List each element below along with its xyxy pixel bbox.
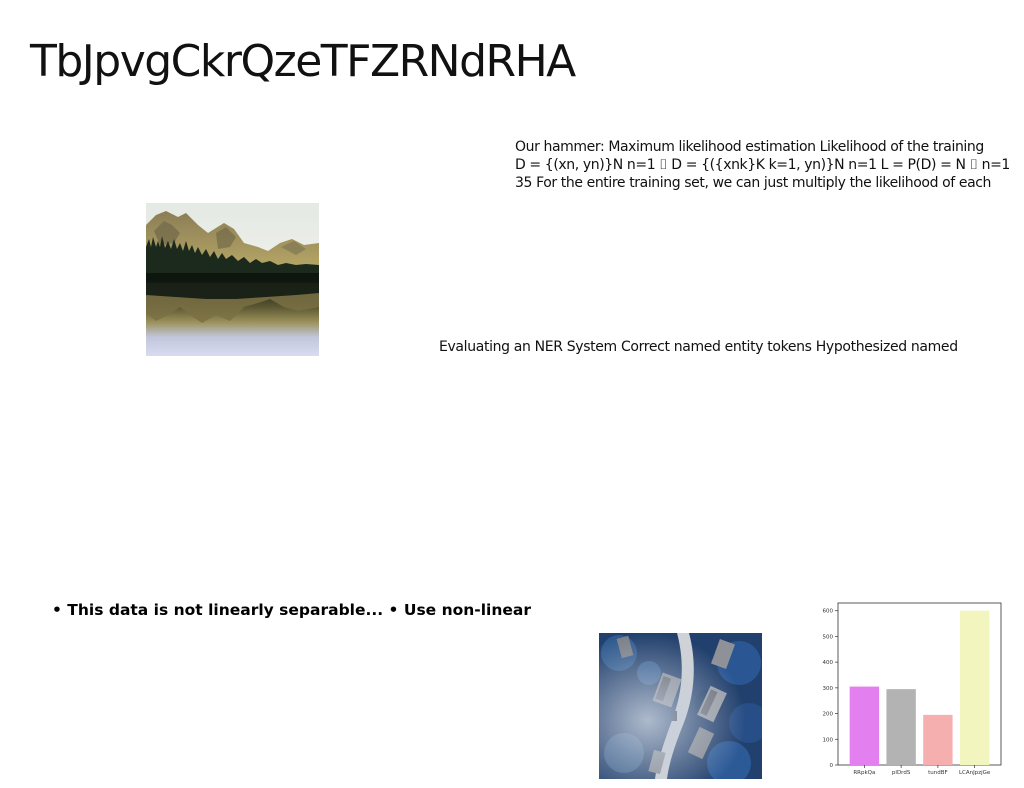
bar-chart-svg: 0 100 200 300 400 500 600 RRpkQa plDrdS tundBF LC… [823, 602, 1002, 776]
y-tick-label: 200 [823, 712, 834, 718]
text-line: 35 For the entire training set, we can j… [515, 175, 992, 191]
bar-chart: 0 100 200 300 400 500 600 RRpkQa plDrdS tundBF LC… [818, 598, 1008, 780]
slide-title: TbJpvgCkrQzeTFZRNdRHA [30, 36, 576, 87]
text-line: D = {(xn, yn)}N n=1 ⌷ D = {({xnk}K k=1, … [515, 157, 1010, 173]
chart-bar [849, 686, 880, 765]
ner-evaluation-text: Evaluating an NER System Correct named e… [439, 339, 958, 355]
mountain-lake-photo [146, 203, 319, 356]
x-tick-label: plDrdS [892, 770, 911, 776]
y-tick-label: 500 [823, 634, 834, 640]
y-tick-label: 400 [823, 660, 834, 666]
chart-bar [959, 610, 990, 765]
chart-bar [923, 714, 953, 765]
text-line: Our hammer: Maximum likelihood estimatio… [515, 139, 984, 155]
y-tick-label: 300 [823, 686, 834, 692]
y-tick-label: 600 [823, 609, 834, 615]
y-tick-label: 0 [830, 763, 834, 769]
bullet-text: • This data is not linearly separable...… [52, 601, 532, 619]
x-tick-label: RRpkQa [853, 770, 875, 776]
x-tick-label: tundBF [928, 770, 948, 776]
chart-bar [886, 689, 916, 765]
likelihood-text-block: Our hammer: Maximum likelihood estimatio… [515, 138, 1024, 192]
x-tick-label: LCAnJpzjGe [959, 770, 991, 776]
y-tick-label: 100 [823, 737, 834, 743]
aerial-village-photo [599, 633, 762, 779]
